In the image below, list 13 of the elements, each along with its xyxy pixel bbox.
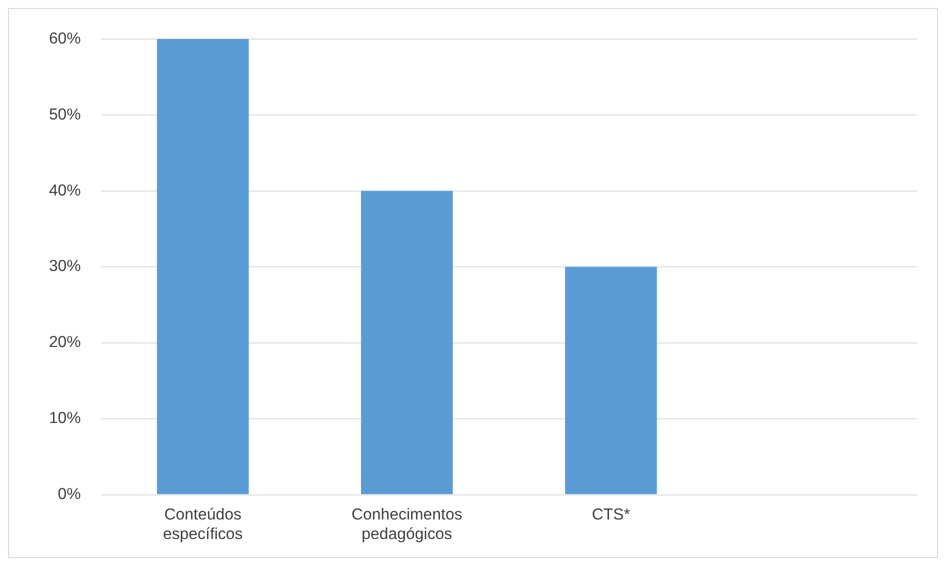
y-tick-label: 40% (48, 182, 81, 200)
x-tick-label: Conhecimentos pedagógicos (351, 506, 462, 543)
x-tick-label: CTS* (592, 506, 630, 524)
y-tick-label: 10% (48, 410, 81, 428)
y-tick-label: 60% (48, 30, 81, 48)
bar (360, 190, 453, 494)
bar (565, 266, 657, 494)
y-tick-label: 50% (48, 106, 81, 124)
y-tick-label: 0% (58, 486, 81, 504)
y-tick-label: 20% (48, 334, 81, 352)
x-tick-label: Conteúdos específicos (162, 506, 243, 543)
bar (156, 38, 249, 494)
y-tick-label: 30% (48, 258, 81, 276)
